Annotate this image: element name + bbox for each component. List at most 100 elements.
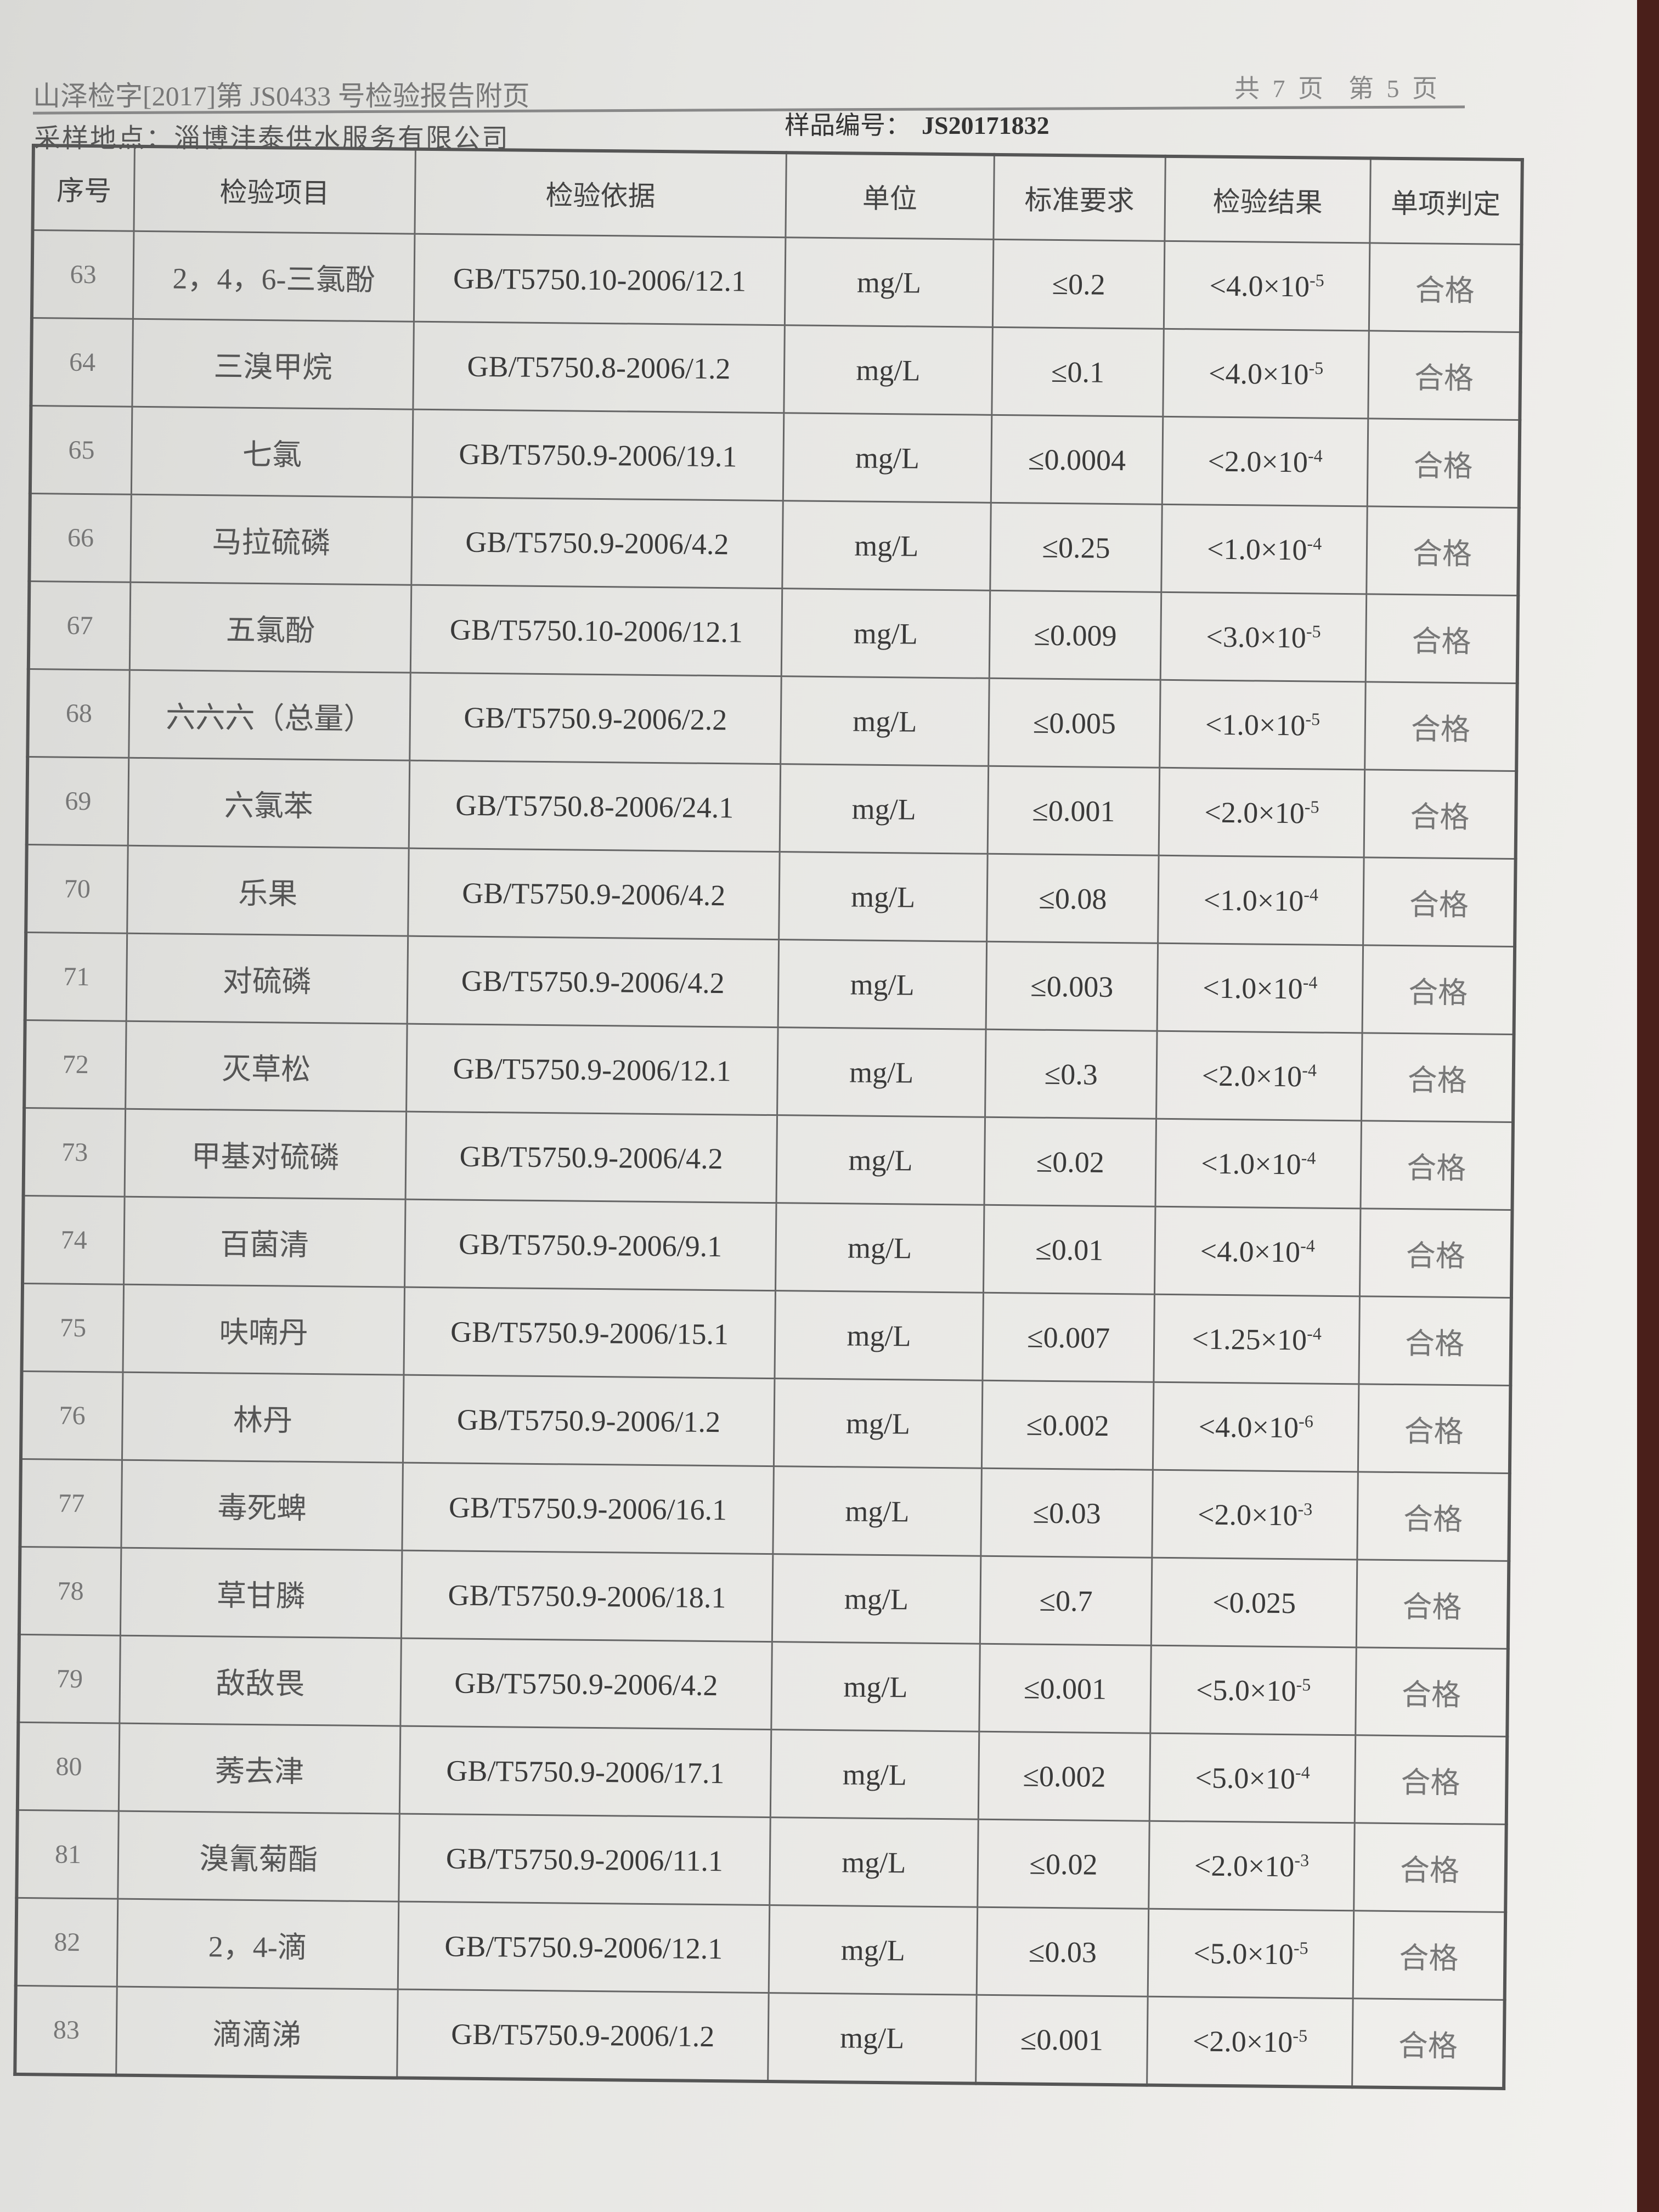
cell-item: 滴滴涕 — [116, 1987, 398, 2078]
table-row: 69 六氯苯 GB/T5750.8-2006/24.1 mg/L ≤0.001 <2.0×… — [26, 757, 1517, 859]
cell-item: 乐果 — [127, 845, 409, 936]
cell-item: 2，4-滴 — [117, 1899, 399, 1990]
sampling-site-label: 采样地点： — [34, 124, 174, 153]
sampling-site: 采样地点：淄博沣泰供水服务有限公司 — [34, 116, 510, 155]
sample-number-value: JS20171832 — [922, 111, 1049, 139]
cell-unit: mg/L — [778, 851, 988, 942]
cell-no: 77 — [20, 1459, 122, 1548]
sample-number: 样品编号： JS20171832 — [785, 105, 1049, 142]
result-exponent: -5 — [1309, 269, 1324, 290]
cell-limit: ≤0.2 — [992, 239, 1165, 329]
result-value: <2.0×10 — [1204, 795, 1305, 830]
table-row: 74 百菌清 GB/T5750.9-2006/9.1 mg/L ≤0.01 <4.0×10… — [22, 1195, 1513, 1298]
cell-result: <1.0×10-5 — [1159, 680, 1366, 770]
cell-item: 六六六（总量） — [128, 670, 411, 761]
cell-verdict: 合格 — [1368, 330, 1521, 420]
cell-limit: ≤0.002 — [978, 1731, 1150, 1821]
table-row: 67 五氯酚 GB/T5750.10-2006/12.1 mg/L ≤0.009 <3.0… — [28, 581, 1519, 684]
cell-unit: mg/L — [776, 1115, 985, 1205]
result-value: <3.0×10 — [1206, 620, 1307, 654]
cell-method: GB/T5750.8-2006/1.2 — [413, 321, 785, 413]
table-row: 81 溴氰菊酯 GB/T5750.9-2006/11.1 mg/L ≤0.02 <2.0×… — [16, 1810, 1506, 1912]
cell-item: 2，4，6-三氯酚 — [133, 231, 415, 322]
cell-no: 71 — [25, 932, 127, 1022]
cell-method: GB/T5750.9-2006/16.1 — [402, 1463, 774, 1554]
result-exponent: -5 — [1296, 1674, 1311, 1695]
result-exponent: -4 — [1304, 884, 1319, 905]
result-exponent: -5 — [1293, 1937, 1308, 1957]
cell-no: 65 — [30, 405, 132, 495]
cell-verdict: 合格 — [1355, 1735, 1508, 1825]
column-header: 单位 — [785, 153, 995, 240]
cell-method: GB/T5750.10-2006/12.1 — [414, 234, 786, 325]
cell-no: 82 — [15, 1898, 118, 1987]
cell-no: 67 — [28, 581, 131, 670]
cell-result: <2.0×10-5 — [1147, 1996, 1353, 2087]
result-value: <4.0×10 — [1208, 357, 1309, 391]
result-value: <2.0×10 — [1207, 444, 1308, 478]
cell-no: 72 — [24, 1020, 127, 1109]
cell-verdict: 合格 — [1356, 1559, 1509, 1649]
cell-result: <1.0×10-4 — [1161, 504, 1368, 594]
cell-limit: ≤0.08 — [986, 854, 1159, 944]
result-value: <1.0×10 — [1205, 708, 1306, 742]
result-exponent: -4 — [1302, 1059, 1317, 1080]
cell-no: 81 — [16, 1810, 119, 1899]
cell-verdict: 合格 — [1359, 1208, 1513, 1298]
cell-item: 敌敌畏 — [119, 1635, 402, 1726]
cell-unit: mg/L — [771, 1641, 980, 1732]
cell-limit: ≤0.005 — [988, 678, 1161, 768]
result-exponent: -5 — [1308, 357, 1324, 378]
cell-verdict: 合格 — [1363, 857, 1516, 947]
cell-verdict: 合格 — [1355, 1647, 1508, 1737]
cell-unit: mg/L — [769, 1817, 979, 1908]
cell-item: 莠去津 — [119, 1723, 400, 1814]
cell-verdict: 合格 — [1367, 418, 1520, 508]
cell-unit: mg/L — [781, 588, 990, 679]
cell-method: GB/T5750.9-2006/12.1 — [406, 1024, 778, 1115]
cell-unit: mg/L — [783, 325, 993, 415]
result-value: <2.0×10 — [1194, 1848, 1295, 1883]
table-row: 83 滴滴涕 GB/T5750.9-2006/1.2 mg/L ≤0.001 <2.0×1… — [15, 1985, 1505, 2089]
cell-unit: mg/L — [769, 1905, 978, 1995]
cell-no: 68 — [27, 669, 130, 758]
result-exponent: -4 — [1300, 1235, 1316, 1256]
cell-unit: mg/L — [780, 764, 989, 854]
column-header: 单项判定 — [1369, 158, 1522, 245]
result-value: <5.0×10 — [1193, 1936, 1294, 1971]
cell-unit: mg/L — [772, 1466, 982, 1556]
cell-result: <5.0×10-4 — [1149, 1733, 1356, 1823]
cell-result: <2.0×10-3 — [1152, 1470, 1358, 1560]
cell-method: GB/T5750.9-2006/19.1 — [412, 409, 784, 501]
table-row: 71 对硫磷 GB/T5750.9-2006/4.2 mg/L ≤0.003 <1.0×1… — [25, 932, 1515, 1035]
cell-no: 63 — [31, 230, 134, 319]
cell-no: 80 — [17, 1722, 120, 1812]
cell-method: GB/T5750.9-2006/4.2 — [400, 1638, 772, 1730]
cell-method: GB/T5750.9-2006/4.2 — [405, 1111, 777, 1203]
result-value: <1.0×10 — [1203, 971, 1304, 1005]
cell-result: <2.0×10-3 — [1148, 1821, 1355, 1911]
cell-method: GB/T5750.9-2006/4.2 — [411, 497, 783, 589]
cell-method: GB/T5750.9-2006/11.1 — [398, 1814, 771, 1905]
cell-unit: mg/L — [770, 1729, 979, 1820]
cell-limit: ≤0.3 — [985, 1029, 1158, 1119]
sample-number-label: 样品编号： — [785, 111, 911, 139]
table-row: 64 三溴甲烷 GB/T5750.8-2006/1.2 mg/L ≤0.1 <4.0×10… — [31, 318, 1521, 420]
result-exponent: -4 — [1295, 1762, 1310, 1782]
cell-method: GB/T5750.9-2006/2.2 — [409, 673, 782, 764]
cell-result: <5.0×10-5 — [1150, 1645, 1357, 1735]
result-exponent: -5 — [1304, 796, 1319, 817]
cell-limit: ≤0.001 — [975, 1995, 1148, 2085]
table-row: 63 2，4，6-三氯酚 GB/T5750.10-2006/12.1 mg/L ≤0.2… — [31, 230, 1522, 332]
result-exponent: -4 — [1301, 1147, 1316, 1168]
cell-item: 林丹 — [122, 1372, 404, 1463]
cell-method: GB/T5750.9-2006/12.1 — [398, 1901, 770, 1993]
result-exponent: -3 — [1297, 1498, 1313, 1519]
cell-limit: ≤0.03 — [976, 1907, 1149, 1997]
result-value: <2.0×10 — [1201, 1059, 1302, 1093]
cell-item: 七氯 — [131, 407, 413, 498]
column-header: 检验结果 — [1165, 156, 1371, 243]
cell-method: GB/T5750.9-2006/15.1 — [403, 1287, 776, 1379]
cell-result: <1.0×10-4 — [1155, 1119, 1362, 1209]
result-value: <4.0×10 — [1209, 269, 1310, 303]
